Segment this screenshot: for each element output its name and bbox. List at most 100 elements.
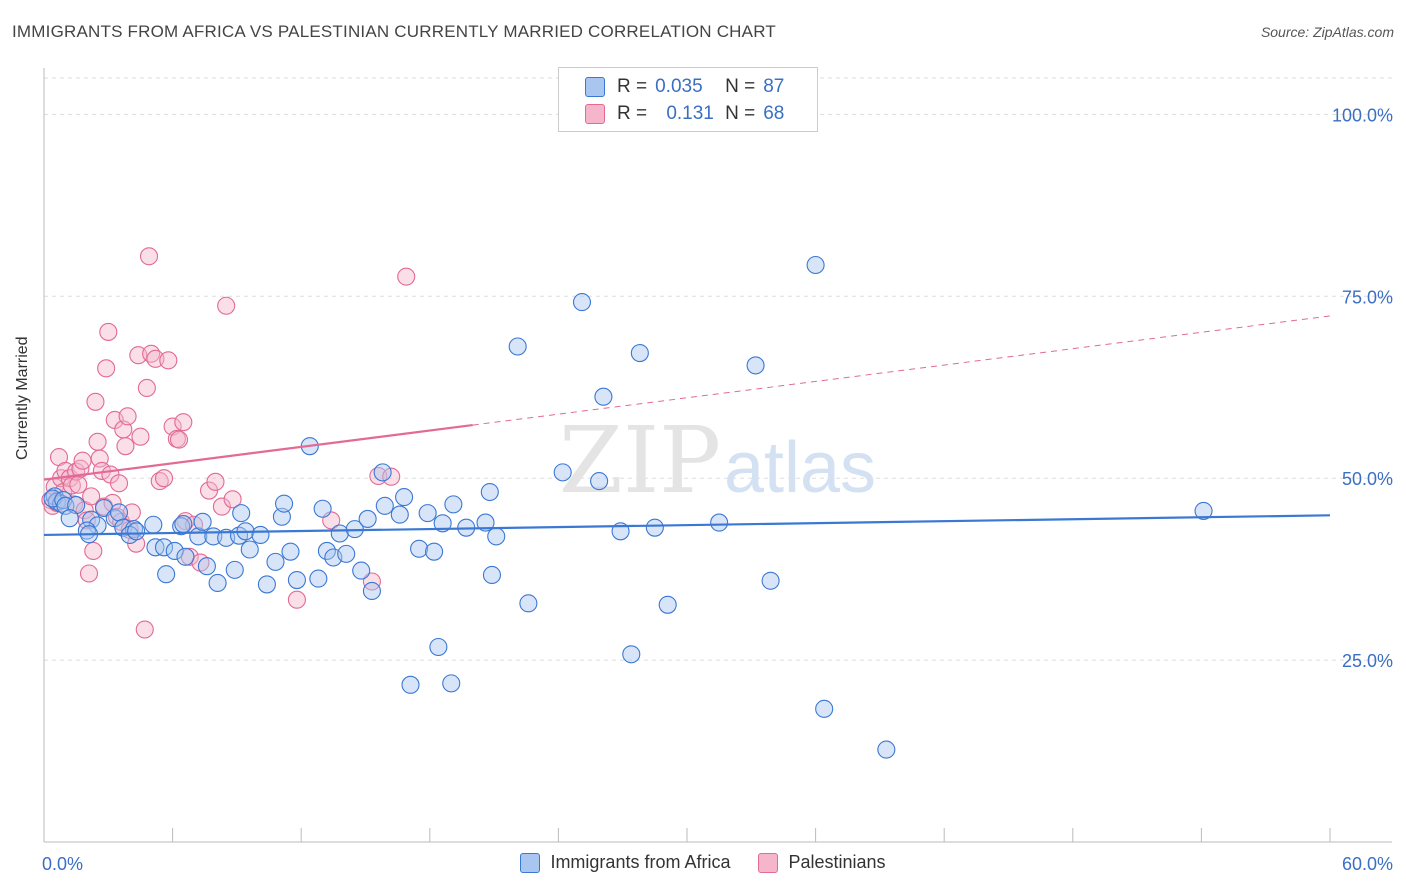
palestinians-point (217, 296, 236, 315)
africa-point (418, 504, 437, 523)
palestinians-trend-line (43, 423, 473, 481)
africa-point (208, 573, 227, 593)
legend-swatch-palestinians (758, 852, 779, 873)
africa-point (590, 472, 609, 491)
africa-point (433, 514, 452, 533)
africa-point (658, 595, 677, 614)
africa-point (877, 740, 896, 759)
africa-point (362, 581, 381, 601)
palestinians-point (99, 322, 118, 341)
series-legend: Immigrants from Africa Palestinians (0, 852, 1406, 873)
legend-swatch-palestinians (585, 104, 605, 124)
palestinians-point (103, 493, 122, 512)
africa-point (309, 569, 328, 588)
africa-point (287, 571, 306, 590)
palestinians-point (84, 541, 103, 561)
africa-point (401, 675, 420, 694)
legend-item-africa[interactable]: Immigrants from Africa (520, 852, 730, 873)
palestinians-point (137, 378, 156, 398)
africa-point (425, 542, 444, 561)
africa-point (746, 356, 765, 375)
legend-n-value: 87 (763, 76, 785, 97)
y-tick-label: 100.0% (1332, 105, 1393, 125)
africa-point (410, 539, 429, 558)
africa-point (172, 517, 191, 536)
palestinians-point (86, 392, 105, 411)
africa-points (43, 255, 1213, 759)
legend-item-palestinians[interactable]: Palestinians (758, 852, 886, 873)
africa-point (375, 496, 394, 515)
africa-point (232, 504, 251, 523)
legend-label-palestinians: Palestinians (788, 852, 886, 872)
palestinians-point (109, 474, 129, 493)
grid-lines (44, 77, 1392, 661)
legend-row-africa: R = 0.035 N = 87 (585, 74, 784, 100)
africa-point (165, 541, 184, 561)
y-axis-label: Currently Married (14, 336, 31, 460)
palestinians-point (362, 572, 381, 591)
legend-n-label: N = (725, 103, 756, 124)
africa-point (1194, 501, 1213, 520)
legend-swatch-africa (520, 852, 541, 873)
legend-swatch-africa (585, 77, 605, 97)
africa-point (60, 509, 79, 528)
palestinians-point (154, 469, 174, 488)
legend-r-label: R = (617, 76, 648, 97)
africa-point (815, 699, 834, 718)
palestinians-point (135, 620, 154, 639)
africa-point (109, 503, 129, 522)
africa-point (572, 293, 592, 312)
africa-point (330, 524, 349, 543)
africa-point (197, 557, 216, 576)
chart-title: IMMIGRANTS FROM AFRICA VS PALESTINIAN CU… (12, 22, 776, 41)
africa-point (157, 565, 176, 584)
palestinians-point (118, 407, 137, 426)
palestinians-point (82, 487, 101, 506)
correlation-legend: R = 0.035 N = 87 R = 0.131 N = 68 (558, 67, 818, 132)
africa-point (622, 645, 641, 664)
africa-point (193, 512, 212, 531)
africa-point (487, 527, 506, 546)
palestinians-point (169, 430, 189, 449)
source-credit: Source: ZipAtlas.com (1260, 24, 1394, 40)
africa-point (317, 541, 336, 561)
africa-point (337, 544, 356, 563)
watermark: ZIP atlas (559, 407, 876, 514)
palestinians-point (79, 564, 99, 583)
watermark-zip: ZIP (559, 407, 721, 514)
palestinians-point (116, 437, 135, 456)
legend-r-value: 0.131 (666, 103, 714, 124)
africa-point (266, 552, 285, 571)
palestinians-point (139, 247, 159, 266)
africa-point (144, 515, 163, 534)
africa-point (225, 560, 244, 579)
y-tick-label: 50.0% (1342, 469, 1393, 489)
y-tick-label: 25.0% (1342, 651, 1393, 671)
africa-point (553, 463, 572, 482)
africa-point (395, 488, 414, 507)
africa-point (444, 495, 463, 514)
palestinians-point (73, 451, 92, 470)
y-tick-label: 75.0% (1342, 287, 1393, 307)
africa-point (442, 674, 461, 693)
palestinians-point (146, 349, 165, 368)
axes (43, 68, 1392, 843)
africa-point (352, 561, 371, 580)
palestinians-point (287, 590, 306, 609)
africa-point (251, 525, 270, 544)
africa-point (480, 482, 499, 502)
africa-point (594, 387, 613, 406)
palestinians-point (382, 467, 401, 486)
africa-point (154, 538, 174, 557)
africa-point (710, 513, 729, 532)
africa-point (482, 565, 502, 585)
africa-point (373, 463, 392, 482)
legend-r-label: R = (617, 103, 648, 124)
africa-trend-line (43, 514, 1331, 537)
legend-label-africa: Immigrants from Africa (550, 852, 731, 872)
legend-row-palestinians: R = 0.131 N = 68 (585, 101, 784, 127)
x-tick-label-min: 0.0% (42, 854, 83, 874)
palestinians-point (174, 413, 193, 432)
africa-point (281, 542, 300, 561)
legend-n-value: 68 (763, 103, 785, 124)
